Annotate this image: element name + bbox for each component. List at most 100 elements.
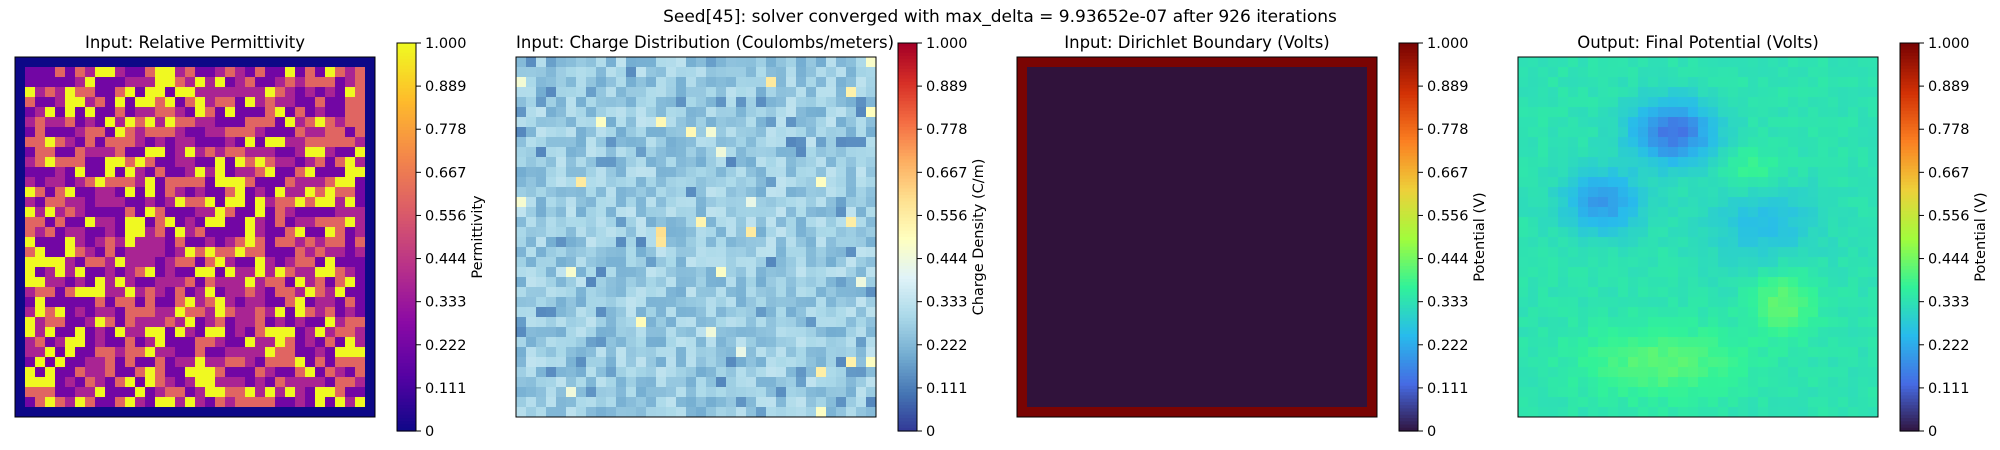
heatmap-cell [115,367,126,378]
heatmap-cell [335,167,346,178]
heatmap-cell [1227,297,1238,308]
heatmap-cell [1307,77,1318,88]
heatmap-cell [1237,137,1248,148]
heatmap-cell [1227,247,1238,258]
heatmap-cell [1798,137,1809,148]
heatmap-cell [1017,97,1028,108]
heatmap-cell [85,347,96,358]
heatmap-cell [1277,397,1288,408]
heatmap-cell [1177,227,1188,238]
heatmap-cell [15,387,26,398]
heatmap-cell [295,387,306,398]
heatmap-cell [1047,367,1058,378]
heatmap-cell [766,227,777,238]
heatmap-cell [145,277,156,288]
heatmap-cell [676,397,687,408]
heatmap-cell [1798,117,1809,128]
heatmap-cell [1097,367,1108,378]
heatmap-cell [846,87,857,98]
heatmap-cell [756,157,767,168]
heatmap-cell [25,207,36,218]
heatmap-cell [1838,137,1849,148]
heatmap-cell [115,267,126,278]
heatmap-cell [1157,97,1168,108]
heatmap-cell [1868,177,1879,188]
heatmap-cell [1107,387,1118,398]
heatmap-cell [335,107,346,118]
heatmap-cell [836,187,847,198]
heatmap-cell [1147,197,1158,208]
heatmap-cell [1217,327,1228,338]
heatmap-cell [25,97,36,108]
colorbar-swatch [898,175,917,180]
heatmap-cell [646,87,657,98]
heatmap-cell [1738,127,1749,138]
heatmap-cell [1047,57,1058,68]
heatmap-cell [1748,107,1759,118]
heatmap-cell [35,357,46,368]
heatmap-cell [796,237,807,248]
heatmap-cell [25,187,36,198]
heatmap-cell [315,367,326,378]
heatmap-cell [1237,337,1248,348]
heatmap-cell [1698,127,1709,138]
heatmap-cell [1598,67,1609,78]
heatmap-cell [365,77,376,88]
heatmap-cell [95,357,106,368]
heatmap-cell [536,87,547,98]
heatmap-cell [1147,217,1158,228]
heatmap-cell [25,367,36,378]
heatmap-cell [666,367,677,378]
heatmap-cell [1297,117,1308,128]
heatmap-cell [1868,187,1879,198]
heatmap-cell [596,247,607,258]
heatmap-cell [1017,287,1028,298]
heatmap-cell [706,317,717,328]
heatmap-cell [866,397,877,408]
heatmap-cell [1798,87,1809,98]
heatmap-cell [1237,387,1248,398]
heatmap-cell [1107,137,1118,148]
heatmap-cell [1197,327,1208,338]
heatmap-cell [756,337,767,348]
colorbar-swatch [898,340,917,345]
heatmap-cell [576,67,587,78]
heatmap-cell [1347,317,1358,328]
heatmap-cell [1057,267,1068,278]
heatmap-cell [716,217,727,228]
heatmap-cell [1117,327,1128,338]
heatmap-cell [125,137,136,148]
heatmap-cell [225,207,236,218]
heatmap-cell [35,127,46,138]
heatmap-cell [1307,107,1318,118]
heatmap-cell [245,127,256,138]
heatmap-cell [195,177,206,188]
heatmap-cell [646,267,657,278]
heatmap-cell [736,227,747,238]
heatmap-cell [175,207,186,218]
heatmap-cell [616,167,627,178]
colorbar-swatch [397,256,416,261]
colorbar-swatch [898,207,917,212]
colorbar-swatch [397,156,416,160]
heatmap-cell [1798,67,1809,78]
heatmap-cell [325,247,336,258]
heatmap-cell [145,87,156,98]
colorbar-swatch [1399,408,1418,413]
heatmap-cell [245,247,256,258]
heatmap-cell [1327,327,1338,338]
heatmap-cell [1067,77,1078,88]
heatmap-cell [586,327,597,338]
heatmap-cell [1708,227,1719,238]
heatmap-cell [746,157,757,168]
heatmap-cell [1017,197,1028,208]
heatmap-cell [105,107,116,118]
heatmap-cell [566,127,577,138]
heatmap-cell [1127,147,1138,158]
heatmap-cell [1287,257,1298,268]
heatmap-cell [576,377,587,388]
heatmap-cell [806,247,817,258]
heatmap-cell [526,147,537,158]
colorbar-swatch [898,201,917,206]
heatmap-cell [666,247,677,258]
